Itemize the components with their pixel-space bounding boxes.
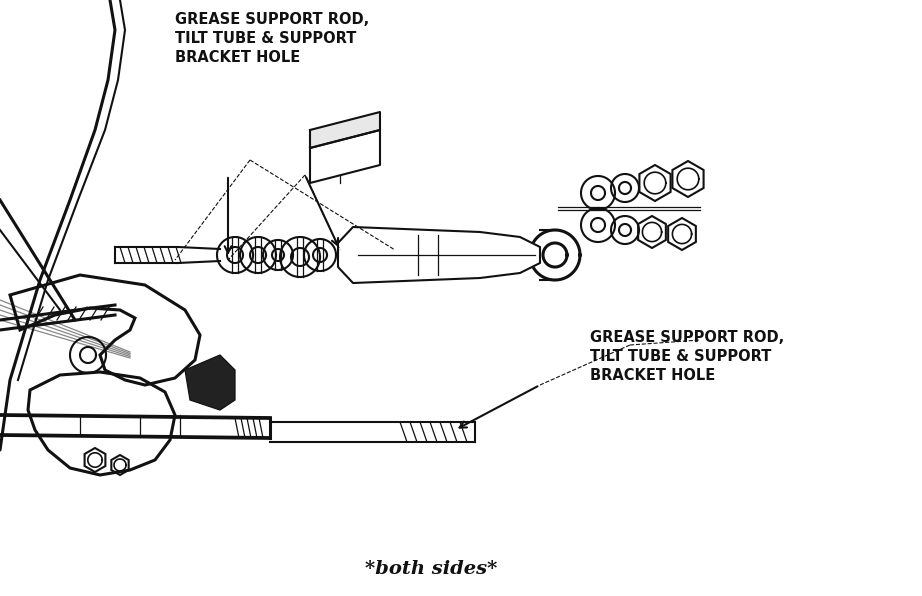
- Polygon shape: [185, 355, 235, 410]
- Text: GREASE SUPPORT ROD,
TILT TUBE & SUPPORT
BRACKET HOLE: GREASE SUPPORT ROD, TILT TUBE & SUPPORT …: [590, 330, 785, 383]
- Text: GREASE SUPPORT ROD,
TILT TUBE & SUPPORT
BRACKET HOLE: GREASE SUPPORT ROD, TILT TUBE & SUPPORT …: [175, 12, 369, 66]
- Polygon shape: [310, 112, 380, 148]
- Text: *both sides*: *both sides*: [365, 560, 497, 578]
- Polygon shape: [338, 227, 540, 283]
- Polygon shape: [310, 130, 380, 183]
